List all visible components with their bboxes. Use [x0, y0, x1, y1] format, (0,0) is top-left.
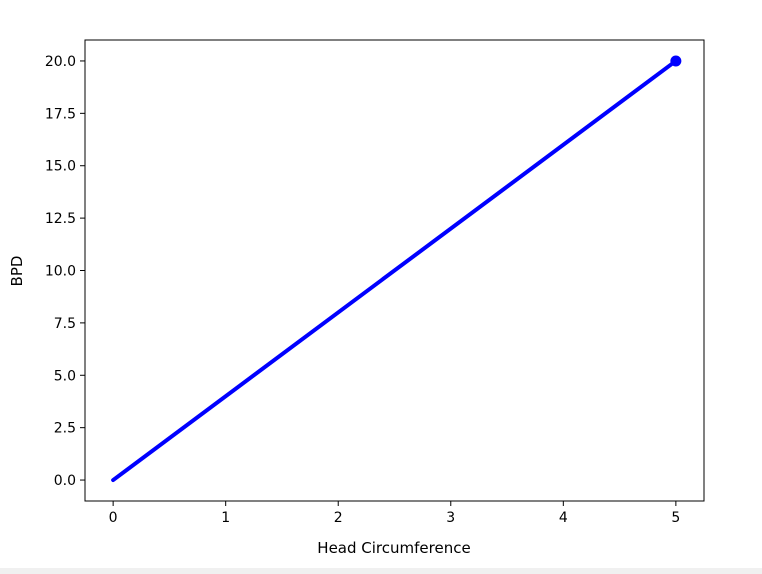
x-tick-label: 4 [559, 510, 568, 526]
x-axis-label: Head Circumference [317, 539, 470, 557]
y-tick-label: 20.0 [45, 54, 76, 70]
x-tick-label: 3 [446, 510, 455, 526]
x-axis-ticks: 0 1 2 3 4 5 [109, 501, 680, 526]
y-tick-label: 15.0 [45, 159, 76, 175]
y-axis-label: BPD [8, 256, 26, 287]
y-tick-label: 2.5 [54, 421, 76, 437]
y-axis-ticks: 0.0 2.5 5.0 7.5 10.0 12.5 15.0 17.5 20.0 [45, 54, 85, 489]
x-tick-label: 1 [221, 510, 230, 526]
x-tick-label: 5 [671, 510, 680, 526]
series-end-point [670, 55, 682, 67]
y-tick-label: 5.0 [54, 368, 76, 384]
y-tick-label: 0.0 [54, 473, 76, 489]
y-tick-label: 12.5 [45, 211, 76, 227]
x-tick-label: 0 [109, 510, 118, 526]
y-tick-label: 10.0 [45, 264, 76, 280]
series-layer [111, 55, 682, 483]
y-tick-label: 17.5 [45, 106, 76, 122]
y-tick-label: 7.5 [54, 316, 76, 332]
series-line [111, 58, 678, 483]
x-tick-label: 2 [334, 510, 343, 526]
